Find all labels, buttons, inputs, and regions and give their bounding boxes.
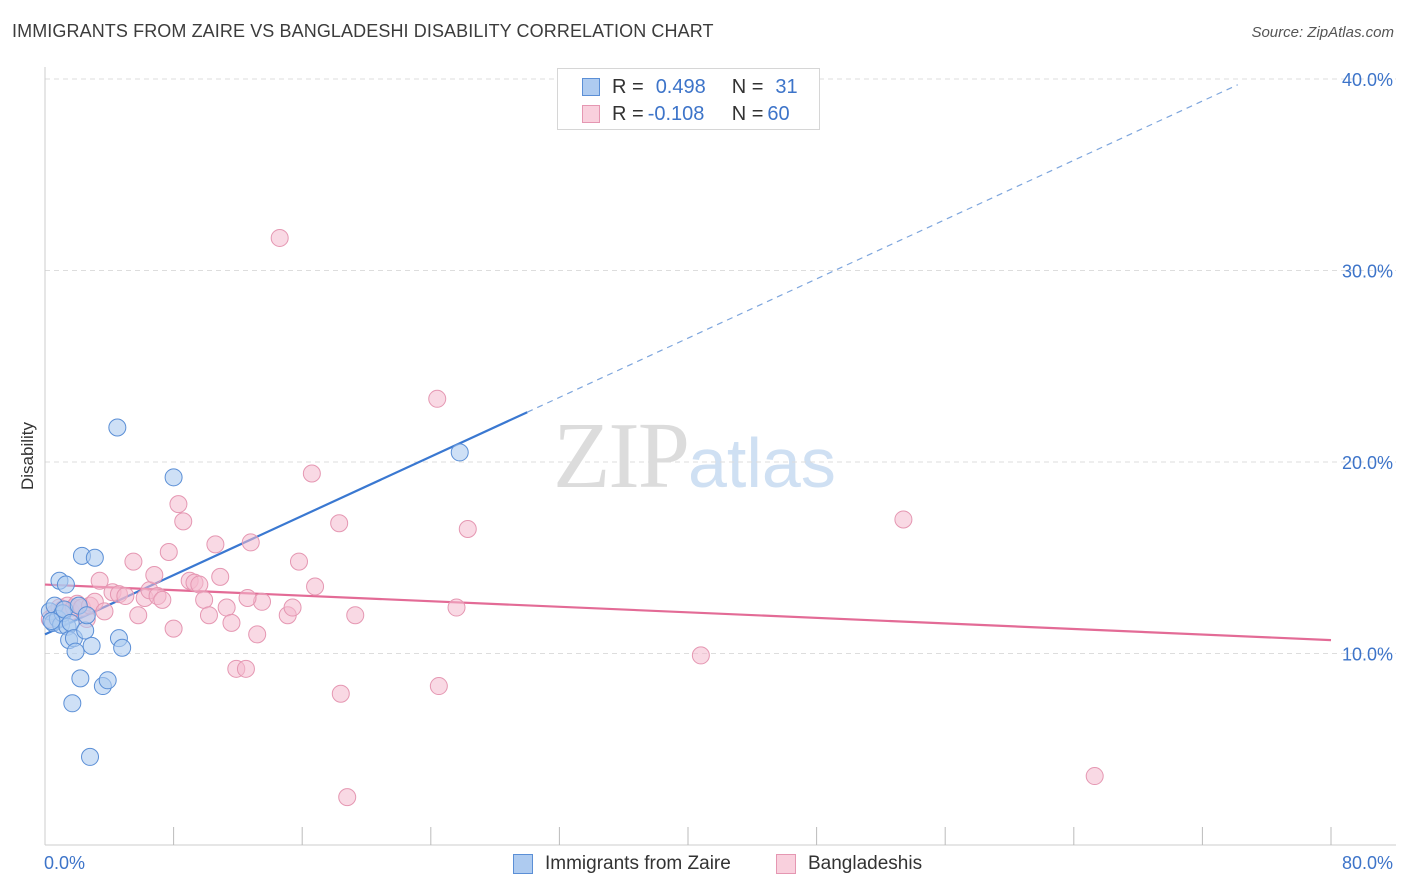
data-point-zaire <box>56 575 75 594</box>
legend-swatch-pink <box>776 854 796 874</box>
data-point-bangladeshis <box>190 575 209 594</box>
data-point-zaire <box>81 747 100 766</box>
legend-swatch-pink <box>582 105 600 123</box>
legend-n-value: 60 <box>767 102 790 125</box>
data-point-bangladeshis <box>95 602 114 621</box>
data-point-zaire <box>71 669 90 688</box>
data-point-bangladeshis <box>217 598 236 617</box>
data-point-zaire <box>85 548 104 567</box>
data-point-bangladeshis <box>306 577 325 596</box>
legend-swatch-blue <box>582 78 600 96</box>
data-point-zaire <box>82 636 101 655</box>
data-point-bangladeshis <box>169 495 188 514</box>
legend-r-label: R = <box>612 75 644 98</box>
correlation-legend: R = 0.498 N = 31 R = -0.108 N = 60 <box>557 68 820 130</box>
chart-title: IMMIGRANTS FROM ZAIRE VS BANGLADESHI DIS… <box>12 21 714 41</box>
data-point-bangladeshis <box>447 598 466 617</box>
legend-n-label: N = <box>731 75 764 98</box>
trend-lines <box>44 84 1332 642</box>
data-point-bangladeshis <box>195 590 214 609</box>
watermark-zip: ZIP <box>553 404 690 508</box>
y-tick-label: 40.0% <box>1342 70 1393 90</box>
x-tick-label: 80.0% <box>1342 853 1393 873</box>
legend-item-bangladeshis: Bangladeshis <box>776 852 922 876</box>
data-point-bangladeshis <box>429 677 448 696</box>
data-point-bangladeshis <box>90 571 109 590</box>
data-point-bangladeshis <box>116 587 135 606</box>
data-point-zaire <box>42 611 61 630</box>
source-credit: Source: ZipAtlas.com <box>1251 24 1394 41</box>
axes <box>44 67 1396 846</box>
legend-n-label: N = <box>731 102 764 125</box>
data-point-bangladeshis <box>691 646 710 665</box>
x-tick-label: 0.0% <box>44 853 85 873</box>
data-point-bangladeshis <box>238 588 257 607</box>
legend-r-label: R = <box>612 102 644 125</box>
data-point-bangladeshis <box>199 606 218 625</box>
data-point-bangladeshis <box>1085 767 1104 786</box>
trend-line-zaire-extension <box>526 84 1239 413</box>
data-point-bangladeshis <box>331 684 350 703</box>
data-point-bangladeshis <box>236 659 255 678</box>
watermark-atlas: atlas <box>688 424 836 502</box>
legend-r-value: -0.108 <box>647 102 705 125</box>
data-point-zaire <box>63 694 82 713</box>
tick-labels: 10.0% 20.0% 30.0% 40.0% 0.0% 80.0% <box>44 70 1393 873</box>
data-point-zaire <box>98 671 117 690</box>
data-point-bangladeshis <box>153 590 172 609</box>
data-point-bangladeshis <box>302 464 321 483</box>
data-point-bangladeshis <box>159 543 178 562</box>
data-point-zaire <box>76 621 95 640</box>
legend-row-zaire: R = 0.498 N = 31 <box>582 76 798 98</box>
legend-swatch-blue <box>513 854 533 874</box>
data-point-bangladeshis <box>164 619 183 638</box>
legend-item-zaire: Immigrants from Zaire <box>513 852 731 876</box>
data-point-zaire <box>108 418 127 437</box>
data-point-bangladeshis <box>270 228 289 247</box>
y-tick-label: 10.0% <box>1342 645 1393 665</box>
data-point-bangladeshis <box>428 389 447 408</box>
data-point-bangladeshis <box>248 625 267 644</box>
trend-line-bangladeshis <box>44 583 1332 642</box>
data-point-bangladeshis <box>129 606 148 625</box>
data-point-bangladeshis <box>330 514 349 533</box>
zipatlas-watermark: ZIPatlas <box>553 402 836 510</box>
gridlines <box>45 78 1396 654</box>
data-point-zaire <box>66 642 85 661</box>
y-tick-label: 30.0% <box>1342 262 1393 282</box>
data-point-bangladeshis <box>222 613 241 632</box>
data-point-bangladeshis <box>346 606 365 625</box>
legend-label-bangladeshis: Bangladeshis <box>808 853 923 874</box>
data-point-bangladeshis <box>338 788 357 807</box>
data-point-zaire <box>164 468 183 487</box>
legend-n-value: 31 <box>775 75 798 98</box>
data-point-zaire <box>77 606 96 625</box>
data-point-bangladeshis <box>241 533 260 552</box>
data-point-bangladeshis <box>894 510 913 529</box>
legend-r-value: 0.498 <box>655 75 706 98</box>
legend-label-zaire: Immigrants from Zaire <box>545 853 731 874</box>
series-bangladeshis-points <box>40 228 1104 807</box>
data-point-bangladeshis <box>283 598 302 617</box>
data-point-bangladeshis <box>458 520 477 539</box>
data-point-bangladeshis <box>174 512 193 531</box>
y-tick-label: 20.0% <box>1342 453 1393 473</box>
data-point-zaire <box>113 638 132 657</box>
data-point-bangladeshis <box>124 552 143 571</box>
data-point-bangladeshis <box>145 565 164 584</box>
legend-row-bangladeshis: R = -0.108 N = 60 <box>582 103 790 125</box>
data-point-bangladeshis <box>289 552 308 571</box>
data-point-bangladeshis <box>211 567 230 586</box>
data-point-zaire <box>450 443 469 462</box>
series-zaire-points <box>40 418 469 766</box>
data-point-bangladeshis <box>206 535 225 554</box>
